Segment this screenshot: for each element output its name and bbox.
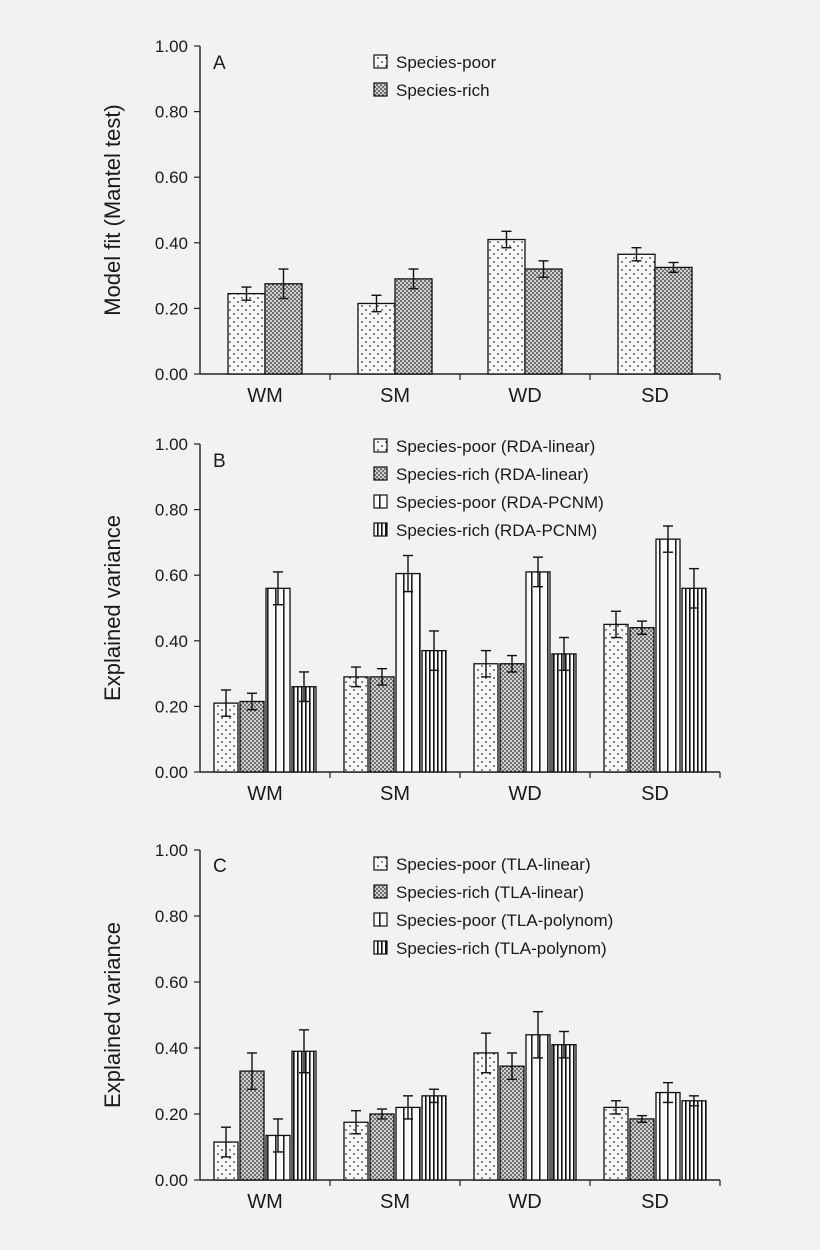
panel-b-ylabel: Explained variance	[100, 515, 125, 701]
bar	[395, 572, 421, 773]
panel-c-ylabel: Explained variance	[100, 922, 125, 1108]
legend-swatch	[373, 912, 388, 927]
legend-swatch	[373, 466, 388, 481]
legend-swatch	[373, 884, 388, 899]
y-tick-label: 1.00	[155, 435, 188, 454]
bar	[394, 278, 433, 375]
panel-a: Model fit (Mantel test) A 0.000.200.400.…	[100, 37, 721, 407]
x-tick-label: SD	[641, 1191, 669, 1213]
y-tick-label: 0.40	[155, 632, 188, 651]
x-tick-label: WD	[508, 1191, 541, 1213]
panel-a-ylabel: Model fit (Mantel test)	[100, 104, 125, 316]
bar	[629, 1118, 655, 1181]
x-tick-label: SD	[641, 385, 669, 407]
legend-label: Species-rich (TLA-polynom)	[396, 939, 607, 958]
legend-swatch	[373, 54, 388, 69]
bar	[499, 663, 525, 773]
bar	[681, 1100, 707, 1181]
bar	[617, 253, 656, 375]
bar	[551, 653, 577, 773]
bar	[524, 268, 563, 375]
legend-label: Species-rich (RDA-linear)	[396, 465, 589, 484]
bar	[525, 1034, 551, 1181]
x-tick-label: SM	[380, 385, 410, 407]
panel-b: Explained variance B 0.00 0.20 0.40 0.60 0.8…	[100, 435, 721, 805]
y-tick-label: 0.40	[155, 1039, 188, 1058]
legend-swatch	[373, 494, 388, 509]
x-tick-label: WD	[508, 783, 541, 805]
x-tick-label: WM	[247, 385, 283, 407]
legend-swatch	[373, 522, 388, 537]
panel-c: Explained variance C 0.00 0.20 0.40 0.60 0.8…	[100, 841, 721, 1213]
panel-b-letter: B	[213, 451, 226, 472]
legend-label: Species-rich (RDA-PCNM)	[396, 521, 597, 540]
legend-swatch	[373, 438, 388, 453]
y-tick-label: 0.40	[155, 234, 188, 253]
bar	[603, 1106, 629, 1181]
legend-label: Species-poor (TLA-polynom)	[396, 911, 613, 930]
bar	[357, 302, 396, 375]
legend-label: Species-poor (RDA-linear)	[396, 437, 595, 456]
x-tick-label: WM	[247, 1191, 283, 1213]
bar	[654, 266, 693, 375]
y-tick-label: 0.60	[155, 566, 188, 585]
bar	[603, 623, 629, 773]
bar	[369, 676, 395, 773]
legend-label: Species-rich (TLA-linear)	[396, 883, 584, 902]
panel-a-letter: A	[213, 53, 226, 74]
y-tick-label: 0.00	[155, 365, 188, 384]
panel-b-plot: 0.00 0.20 0.40 0.60 0.80 1.00 WM SM WD SD Species-…	[155, 435, 721, 805]
bar	[227, 292, 266, 375]
bar	[343, 676, 369, 773]
bar	[629, 627, 655, 773]
x-tick-label: SD	[641, 783, 669, 805]
bar	[525, 571, 551, 773]
y-tick-label: 0.20	[155, 1105, 188, 1124]
panel-c-plot: 0.00 0.20 0.40 0.60 0.80 1.00 WM SM WD SD Species-…	[155, 841, 721, 1213]
bar	[499, 1065, 525, 1181]
panel-a-plot: 0.00 0.20 0.40 0.60 0.80 1.00 WM SM WD SD Species-…	[155, 37, 721, 407]
bar	[551, 1044, 577, 1181]
legend-label: Species-rich	[396, 81, 490, 100]
x-tick-label: WD	[508, 385, 541, 407]
x-tick-label: SM	[380, 783, 410, 805]
y-tick-label: 0.00	[155, 1171, 188, 1190]
bar	[265, 587, 291, 773]
y-tick-label: 1.00	[155, 37, 188, 56]
bar	[487, 238, 526, 375]
panel-c-letter: C	[213, 856, 227, 877]
bar	[655, 1091, 681, 1181]
x-tick-label: WM	[247, 783, 283, 805]
y-tick-label: 0.60	[155, 168, 188, 187]
legend-swatch	[373, 82, 388, 97]
bar	[421, 1095, 447, 1181]
legend-swatch	[373, 940, 388, 955]
y-tick-label: 0.20	[155, 299, 188, 318]
legend-label: Species-poor (RDA-PCNM)	[396, 493, 604, 512]
y-tick-label: 1.00	[155, 841, 188, 860]
bar	[473, 1052, 499, 1181]
y-tick-label: 0.00	[155, 763, 188, 782]
y-tick-label: 0.80	[155, 103, 188, 122]
bar	[291, 1050, 317, 1181]
x-tick-label: SM	[380, 1191, 410, 1213]
y-tick-label: 0.80	[155, 907, 188, 926]
bar	[473, 663, 499, 773]
legend-swatch	[373, 856, 388, 871]
bar	[369, 1113, 395, 1181]
y-tick-label: 0.20	[155, 697, 188, 716]
y-tick-label: 0.80	[155, 501, 188, 520]
legend-label: Species-poor (TLA-linear)	[396, 855, 591, 874]
y-tick-label: 0.60	[155, 973, 188, 992]
bar	[655, 538, 681, 773]
legend-label: Species-poor	[396, 53, 497, 72]
bar	[681, 587, 707, 773]
bar	[239, 700, 265, 773]
